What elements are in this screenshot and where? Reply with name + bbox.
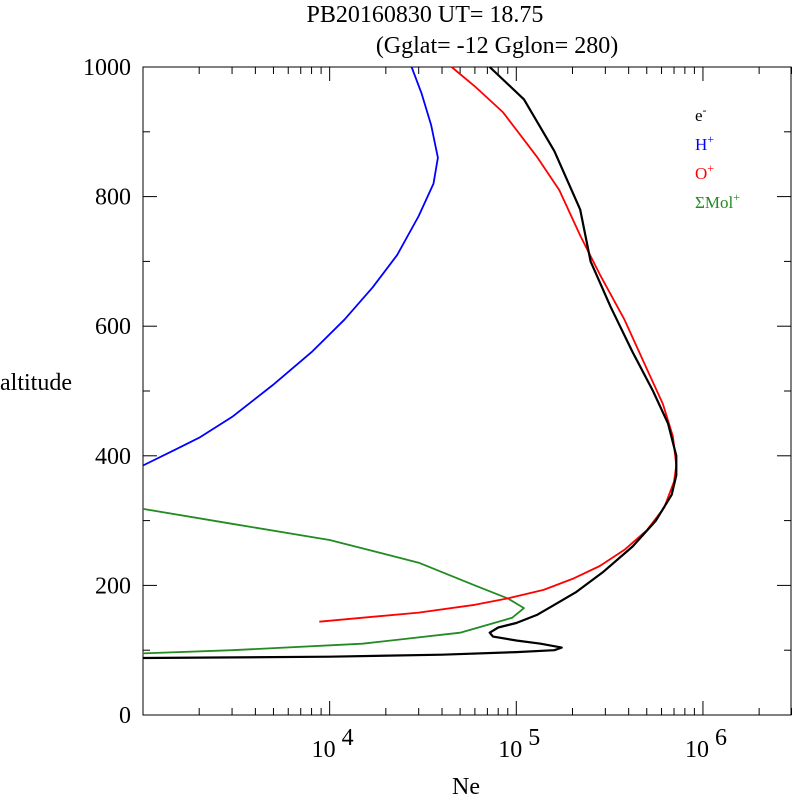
y-tick-label: 1000 <box>83 55 131 81</box>
y-tick-label: 800 <box>95 185 131 211</box>
x-axis-label: Ne <box>452 774 480 796</box>
plot-frame <box>142 66 792 716</box>
legend-entry: e- <box>695 103 707 125</box>
y-axis-label: altitude <box>0 370 72 396</box>
x-tick-exponent: 6 <box>715 725 727 751</box>
x-tick-label: 10 <box>312 737 336 763</box>
x-tick-label: 10 <box>685 737 709 763</box>
legend-entry: H+ <box>695 132 714 154</box>
y-tick-label: 0 <box>119 703 131 729</box>
chart-title: PB20160830 UT= 18.75 <box>307 2 544 28</box>
series-line-h <box>142 66 439 467</box>
legend-entry: O+ <box>695 161 714 183</box>
y-tick-label: 200 <box>95 573 131 599</box>
chart-subtitle: (Gglat= -12 Gglon= 280) <box>376 33 618 59</box>
y-tick-label: 400 <box>95 444 131 470</box>
x-tick-exponent: 4 <box>342 725 354 751</box>
legend-entry: ΣMol+ <box>695 190 740 212</box>
x-tick-label: 10 <box>498 737 522 763</box>
x-tick-exponent: 5 <box>528 725 540 751</box>
y-tick-label: 600 <box>95 314 131 340</box>
series-line-mol <box>142 508 525 655</box>
series-line-o <box>319 66 678 623</box>
series-line-e-electron <box>142 66 678 660</box>
